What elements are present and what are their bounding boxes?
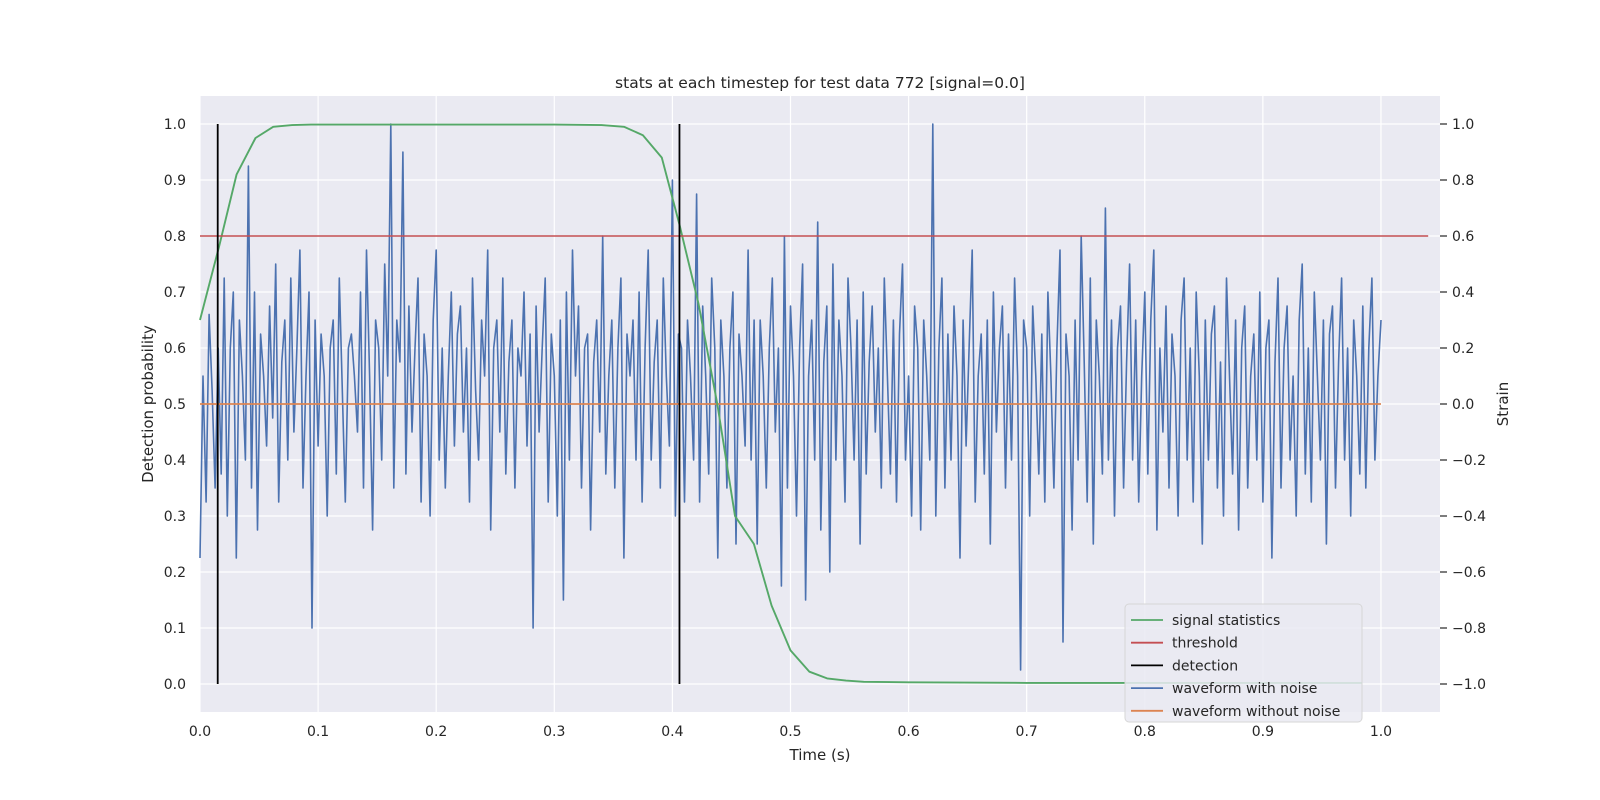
x-tick-label: 0.1 (307, 724, 329, 740)
x-tick-label: 0.8 (1134, 724, 1156, 740)
y-right-tick-labels: −1.0 −0.8 −0.6 −0.4 −0.2 0.0 0.2 0.4 0.6 0.8 1.0 (1440, 117, 1486, 693)
y-left-tick-label: 0.6 (164, 341, 186, 357)
x-tick-label: 0.2 (425, 724, 447, 740)
x-tick-labels: 0.0 0.1 0.2 0.3 0.4 0.5 0.6 0.7 0.8 0.9 1.0 (189, 724, 1392, 740)
y-left-tick-label: 0.2 (164, 565, 186, 581)
y-left-tick-label: 0.4 (164, 453, 186, 469)
series-waveform-with-noise (199, 123, 1382, 671)
x-tick-label: 0.7 (1016, 724, 1038, 740)
y-right-tick-label: 1.0 (1452, 117, 1474, 133)
y-left-tick-label: 0.5 (164, 397, 186, 413)
series-layer (199, 123, 1429, 684)
y-right-tick-label: −0.4 (1452, 509, 1486, 525)
legend-label: signal statistics (1172, 613, 1280, 629)
x-tick-label: 0.3 (543, 724, 565, 740)
x-tick-label: 0.5 (779, 724, 801, 740)
x-axis-label: Time (s) (789, 746, 851, 764)
legend-box (1124, 603, 1363, 723)
y-left-tick-label: 0.0 (164, 677, 186, 693)
legend: signal statistics threshold detection wavef… (1124, 603, 1363, 723)
y-right-tick-label: −0.8 (1452, 621, 1486, 637)
legend-label: waveform without noise (1172, 704, 1340, 720)
y-left-tick-label: 0.1 (164, 621, 186, 637)
y-left-tick-label: 1.0 (164, 117, 186, 133)
y-right-tick-label: 0.2 (1452, 341, 1474, 357)
y-left-tick-label: 0.9 (164, 173, 186, 189)
x-tick-label: 0.4 (661, 724, 683, 740)
y-left-tick-labels: 0.0 0.1 0.2 0.3 0.4 0.5 0.6 0.7 0.8 0.9 1.0 (164, 117, 186, 693)
series-signal-statistics (199, 123, 1363, 684)
y-right-tick-label: 0.6 (1452, 229, 1474, 245)
x-tick-label: 0.6 (897, 724, 919, 740)
legend-label: detection (1172, 658, 1238, 674)
y-right-tick-label: −0.2 (1452, 453, 1486, 469)
y-left-axis-label: Detection probability (139, 325, 157, 483)
y-right-tick-label: −1.0 (1452, 677, 1486, 693)
y-left-tick-label: 0.7 (164, 285, 186, 301)
y-right-tick-label: 0.8 (1452, 173, 1474, 189)
y-left-tick-label: 0.8 (164, 229, 186, 245)
legend-label: threshold (1172, 636, 1238, 652)
x-tick-label: 0.0 (189, 724, 211, 740)
y-right-tick-label: −0.6 (1452, 565, 1486, 581)
y-right-tick-label: 0.0 (1452, 397, 1474, 413)
y-right-tick-label: 0.4 (1452, 285, 1474, 301)
x-tick-label: 0.9 (1252, 724, 1274, 740)
chart-title: stats at each timestep for test data 772… (615, 74, 1025, 92)
x-tick-label: 1.0 (1370, 724, 1392, 740)
y-right-axis-label: Strain (1494, 382, 1512, 426)
legend-label: waveform with noise (1172, 681, 1317, 697)
y-left-tick-label: 0.3 (164, 509, 186, 525)
